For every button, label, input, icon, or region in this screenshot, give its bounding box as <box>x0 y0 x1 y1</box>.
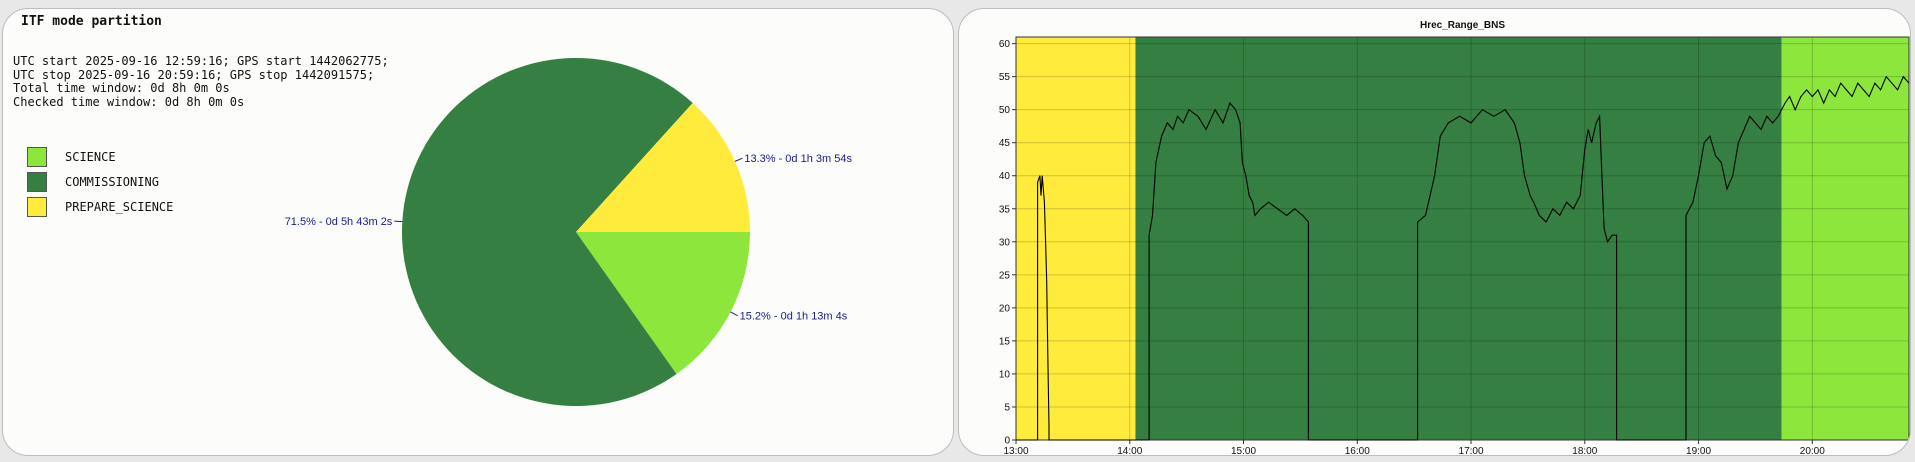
pie-label-science: 15.2% - 0d 1h 13m 4s <box>740 311 848 323</box>
total-time-line: Total time window: 0d 8h 0m 0s <box>13 81 230 96</box>
x-tick-label: 15:00 <box>1231 446 1256 456</box>
x-tick-label: 20:00 <box>1800 446 1825 456</box>
y-tick-label: 20 <box>999 303 1011 314</box>
legend-label-science: SCIENCE <box>65 149 116 164</box>
pie-slice-prepare-science <box>576 102 750 232</box>
pie-label-commissioning: 71.5% - 0d 5h 43m 2s <box>285 216 393 228</box>
y-tick-label: 30 <box>999 237 1011 248</box>
y-tick-label: 40 <box>999 171 1011 182</box>
y-tick-label: 25 <box>999 270 1011 281</box>
pie-legend: SCIENCE COMMISSIONING PREPARE_SCIENCE <box>27 144 173 219</box>
x-tick-label: 14:00 <box>1117 446 1142 456</box>
pie-label-leader-science <box>730 311 738 317</box>
y-tick-label: 35 <box>999 204 1011 215</box>
y-tick-label: 55 <box>999 72 1011 83</box>
legend-label-prepare-science: PREPARE_SCIENCE <box>65 199 174 214</box>
legend-swatch-science <box>27 146 47 167</box>
line-panel: Hrec_Range_BNS 0 5 10 15 20 25 30 35 40 45 50 55 60 13… <box>958 8 1911 456</box>
pie-slice-commissioning <box>401 58 693 407</box>
utc-stop-line: UTC stop 2025-09-16 20:59:16; GPS stop 1… <box>13 67 375 82</box>
range-series-line <box>1016 75 1910 441</box>
y-tick-label: 5 <box>1004 402 1010 413</box>
legend-swatch-prepare-science <box>27 196 47 217</box>
checked-time-line: Checked time window: 0d 8h 0m 0s <box>13 94 245 109</box>
legend-swatch-commissioning <box>27 171 47 192</box>
legend-item-commissioning: COMMISSIONING <box>27 169 173 194</box>
line-chart-title: Hrec_Range_BNS <box>1420 20 1505 31</box>
time-window-info: UTC start 2025-09-16 12:59:16; GPS start… <box>13 54 389 109</box>
x-tick-label: 19:00 <box>1686 446 1711 456</box>
x-tick-label: 13:00 <box>1003 446 1028 456</box>
utc-start-line: UTC start 2025-09-16 12:59:16; GPS start… <box>13 54 389 68</box>
pie-label-prepare-science: 13.3% - 0d 1h 3m 54s <box>744 153 852 165</box>
y-tick-label: 0 <box>1004 436 1010 447</box>
x-tick-label: 18:00 <box>1572 446 1597 456</box>
legend-item-science: SCIENCE <box>27 144 173 169</box>
plot-frame <box>1015 36 1910 441</box>
legend-label-commissioning: COMMISSIONING <box>65 174 159 189</box>
x-tick-label: 16:00 <box>1345 446 1370 456</box>
y-tick-label: 60 <box>999 39 1011 50</box>
y-tick-label: 10 <box>999 369 1011 380</box>
pie-chart: 15.2% - 0d 1h 13m 4s 71.5% - 0d 5h 43m 2s… <box>285 58 852 407</box>
pie-panel: ITF mode partition UTC start 2025-09-16 … <box>2 8 954 456</box>
mode-band-science <box>1781 37 1909 440</box>
mode-band-prepare-science <box>1016 37 1136 440</box>
pie-label-leader-prepare-science <box>734 157 743 162</box>
legend-item-prepare-science: PREPARE_SCIENCE <box>27 194 173 219</box>
y-tick-label: 15 <box>999 336 1011 347</box>
y-tick-label: 50 <box>999 105 1011 116</box>
y-tick-label: 45 <box>999 138 1011 149</box>
pie-panel-title: ITF mode partition <box>21 14 162 29</box>
line-chart: Hrec_Range_BNS 0 5 10 15 20 25 30 35 40 45 50 55 60 13… <box>999 20 1910 456</box>
pie-slice-science <box>576 232 750 375</box>
x-tick-label: 17:00 <box>1459 446 1484 456</box>
mode-band-commissioning <box>1135 37 1782 440</box>
